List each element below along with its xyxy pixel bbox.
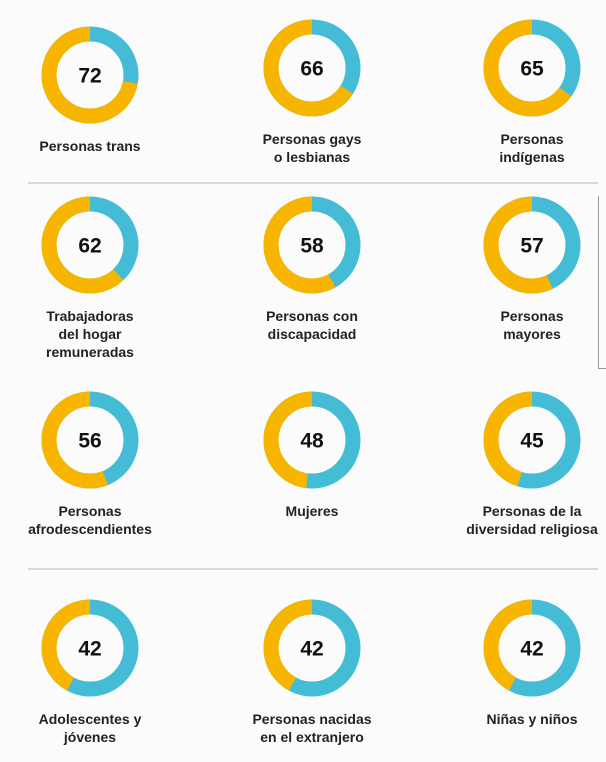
- donut-item: 58 Personas con discapacidad: [212, 193, 412, 343]
- donut-arc: [263, 196, 361, 294]
- label-line: Trabajadoras: [46, 308, 134, 324]
- donut-label: Personas con discapacidad: [212, 307, 412, 343]
- label-line: Personas con: [266, 308, 358, 324]
- donut-label: Personas de la diversidad religiosa: [432, 502, 606, 538]
- donut-label: Personas trans: [0, 137, 190, 155]
- donut-arc: [263, 599, 361, 697]
- donut-value: 42: [300, 638, 323, 661]
- label-line: diversidad religiosa: [466, 521, 598, 537]
- donut: 72: [41, 26, 139, 124]
- label-line: Personas nacidas: [252, 711, 372, 727]
- donut: 65: [483, 19, 581, 117]
- donut-item: 45 Personas de la diversidad religiosa: [432, 388, 606, 538]
- donut-label: Trabajadoras del hogar remuneradas: [0, 307, 190, 361]
- donut-value: 56: [78, 430, 101, 453]
- donut: 56: [41, 391, 139, 489]
- donut-value: 42: [520, 638, 543, 661]
- donut: 42: [41, 599, 139, 697]
- donut-arc: [263, 19, 361, 117]
- label-line: discapacidad: [267, 326, 357, 342]
- label-line: en el extranjero: [260, 729, 364, 745]
- donut-arc: [41, 26, 139, 124]
- donut-value: 48: [300, 430, 324, 453]
- donut-arc: [483, 19, 581, 117]
- donut-value: 57: [520, 235, 543, 258]
- donut-value: 62: [78, 235, 101, 258]
- donut-value: 42: [78, 638, 101, 661]
- label-line: mayores: [503, 326, 561, 342]
- donut-label: Personas afrodescendientes: [0, 502, 190, 538]
- donut-item: 62 Trabajadoras del hogar remuneradas: [0, 193, 190, 361]
- donut-value: 65: [520, 58, 544, 81]
- label-line: Personas: [500, 308, 564, 324]
- donut: 42: [483, 599, 581, 697]
- donut-value: 45: [520, 430, 544, 453]
- label-line: Adolescentes y: [38, 711, 142, 727]
- label-line: indígenas: [499, 149, 565, 165]
- donut: 57: [483, 196, 581, 294]
- donut-arc: [483, 196, 581, 294]
- donut-value: 72: [78, 65, 101, 88]
- label-line: del hogar: [58, 326, 122, 342]
- donut-item: 48 Mujeres: [212, 388, 412, 520]
- donut-arc: [41, 196, 139, 294]
- donut-item: 42 Niñas y niños: [432, 596, 606, 728]
- donut: 66: [263, 19, 361, 117]
- donut-label: Personas nacidas en el extranjero: [212, 710, 412, 746]
- donut-label: Mujeres: [212, 502, 412, 520]
- donut-arc: [483, 391, 581, 489]
- donut: 45: [483, 391, 581, 489]
- donut-label: Adolescentes y jóvenes: [0, 710, 190, 746]
- label-line: Personas: [58, 503, 122, 519]
- donut-item: 42 Adolescentes y jóvenes: [0, 596, 190, 746]
- label-line: Niñas y niños: [486, 711, 578, 727]
- donut-label: Personas indígenas: [432, 130, 606, 166]
- label-line: o lesbianas: [273, 149, 351, 165]
- separator: [28, 182, 598, 184]
- label-line: Mujeres: [285, 503, 339, 519]
- donut-value: 58: [300, 235, 324, 258]
- label-line: remuneradas: [46, 344, 134, 360]
- donut-arc: [41, 391, 139, 489]
- frame-edge: [598, 196, 606, 369]
- donut-value: 66: [300, 58, 323, 81]
- donut-label: Personas gays o lesbianas: [212, 130, 412, 166]
- donut: 48: [263, 391, 361, 489]
- label-line: Personas: [500, 131, 564, 147]
- donut-item: 66 Personas gays o lesbianas: [212, 16, 412, 166]
- donut: 42: [263, 599, 361, 697]
- separator: [28, 568, 598, 570]
- donut: 58: [263, 196, 361, 294]
- donut-item: 65 Personas indígenas: [432, 16, 606, 166]
- donut-item: 57 Personas mayores: [432, 193, 606, 343]
- label-line: Personas gays: [262, 131, 362, 147]
- donut: 62: [41, 196, 139, 294]
- label-line: Personas de la: [482, 503, 582, 519]
- donut-arc: [41, 599, 139, 697]
- donut-arc: [263, 391, 361, 489]
- donut-label: Personas mayores: [432, 307, 606, 343]
- donut-item: 56 Personas afrodescendientes: [0, 388, 190, 538]
- donut-item: 42 Personas nacidas en el extranjero: [212, 596, 412, 746]
- donut-label: Niñas y niños: [432, 710, 606, 728]
- donut-arc: [483, 599, 581, 697]
- label-line: jóvenes: [63, 729, 117, 745]
- label-line: Personas trans: [39, 138, 141, 154]
- label-line: afrodescendientes: [28, 521, 152, 537]
- donut-item: 72 Personas trans: [0, 23, 190, 155]
